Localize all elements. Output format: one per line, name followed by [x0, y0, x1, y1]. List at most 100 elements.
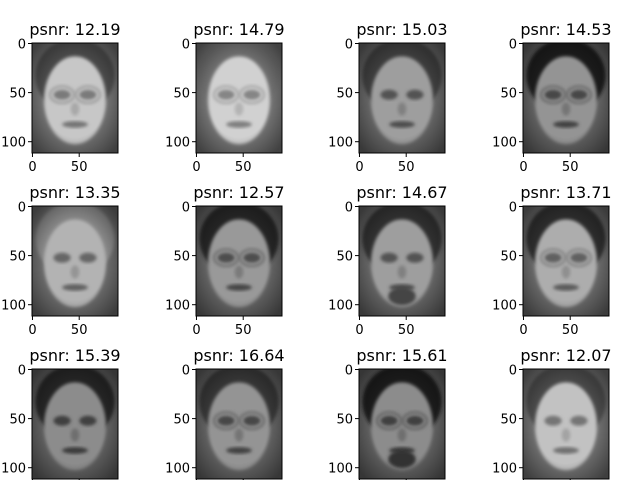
- face-image: [32, 206, 118, 316]
- y-tick-label: 100: [165, 136, 190, 151]
- x-tick-label: 50: [71, 323, 88, 338]
- axes-frame: [195, 42, 283, 154]
- x-tick-label: 0: [192, 160, 200, 175]
- axes-frame: [358, 42, 446, 154]
- x-tick-label: 50: [562, 323, 579, 338]
- y-tick-label: 50: [173, 250, 190, 265]
- axes-frame: [522, 42, 610, 154]
- y-tick-label: 50: [9, 413, 26, 428]
- image-vignette: [196, 43, 282, 153]
- x-tick-label: 0: [355, 160, 363, 175]
- y-tick-label: 50: [500, 413, 517, 428]
- face-image: [196, 369, 282, 479]
- face-image: [359, 206, 445, 316]
- face-image: [523, 43, 609, 153]
- x-tick-label: 0: [519, 160, 527, 175]
- face-image: [32, 43, 118, 153]
- y-tick-label: 100: [1, 299, 26, 314]
- y-tick-label: 100: [328, 136, 353, 151]
- subplot-title: psnr: 15.39: [29, 346, 120, 365]
- y-tick-label: 0: [182, 363, 190, 378]
- face-image: [196, 206, 282, 316]
- y-tick-label: 100: [165, 462, 190, 477]
- x-tick-label: 50: [71, 160, 88, 175]
- y-tick-label: 50: [500, 250, 517, 265]
- image-vignette: [32, 369, 118, 479]
- y-tick-label: 100: [492, 462, 517, 477]
- face-image: [196, 43, 282, 153]
- image-vignette: [32, 43, 118, 153]
- axes-frame: [358, 368, 446, 480]
- axes-frame: [522, 368, 610, 480]
- y-tick-label: 0: [509, 363, 517, 378]
- subplot-title: psnr: 14.53: [520, 20, 611, 39]
- y-tick-label: 100: [492, 299, 517, 314]
- y-tick-label: 50: [336, 413, 353, 428]
- y-tick-label: 50: [9, 87, 26, 102]
- axes-frame: [31, 42, 119, 154]
- y-tick-label: 0: [345, 200, 353, 215]
- subplot: psnr: 16.64050100050: [165, 346, 285, 480]
- subplot-title: psnr: 16.64: [193, 346, 284, 365]
- y-tick-label: 0: [182, 37, 190, 52]
- axes-frame: [195, 205, 283, 317]
- image-vignette: [523, 43, 609, 153]
- y-tick-label: 100: [165, 299, 190, 314]
- x-tick-label: 50: [562, 160, 579, 175]
- y-tick-label: 0: [509, 37, 517, 52]
- y-tick-label: 0: [18, 363, 26, 378]
- axes-frame: [195, 368, 283, 480]
- x-tick-label: 0: [355, 323, 363, 338]
- y-tick-label: 0: [345, 37, 353, 52]
- x-tick-label: 50: [235, 323, 252, 338]
- x-tick-label: 0: [192, 323, 200, 338]
- x-tick-label: 0: [28, 323, 36, 338]
- image-vignette: [359, 43, 445, 153]
- subplot: psnr: 15.61050100050: [328, 346, 448, 480]
- image-vignette: [196, 369, 282, 479]
- subplot-title: psnr: 15.03: [356, 20, 447, 39]
- y-tick-label: 100: [1, 136, 26, 151]
- y-tick-label: 50: [336, 87, 353, 102]
- axes-frame: [31, 205, 119, 317]
- y-tick-label: 0: [18, 200, 26, 215]
- y-tick-label: 50: [336, 250, 353, 265]
- face-image: [32, 369, 118, 479]
- subplot-title: psnr: 13.71: [520, 183, 611, 202]
- image-vignette: [359, 369, 445, 479]
- y-tick-label: 100: [1, 462, 26, 477]
- axes-frame: [522, 205, 610, 317]
- y-tick-label: 100: [328, 462, 353, 477]
- x-tick-label: 50: [235, 160, 252, 175]
- axes-frame: [31, 368, 119, 480]
- face-image: [359, 369, 445, 479]
- face-image: [523, 369, 609, 479]
- y-tick-label: 50: [173, 413, 190, 428]
- face-image: [359, 43, 445, 153]
- y-tick-label: 0: [345, 363, 353, 378]
- subplot-title: psnr: 14.79: [193, 20, 284, 39]
- x-tick-label: 50: [398, 160, 415, 175]
- subplot-title: psnr: 13.35: [29, 183, 120, 202]
- y-tick-label: 100: [328, 299, 353, 314]
- subplot: psnr: 15.39050100050: [1, 346, 121, 480]
- y-tick-label: 50: [173, 87, 190, 102]
- y-tick-label: 50: [500, 87, 517, 102]
- subplot: psnr: 12.07050100050: [492, 346, 612, 480]
- image-vignette: [32, 206, 118, 316]
- face-image: [523, 206, 609, 316]
- image-vignette: [196, 206, 282, 316]
- axes-frame: [358, 205, 446, 317]
- subplot-title: psnr: 12.57: [193, 183, 284, 202]
- x-tick-label: 0: [519, 323, 527, 338]
- image-vignette: [523, 206, 609, 316]
- y-tick-label: 0: [509, 200, 517, 215]
